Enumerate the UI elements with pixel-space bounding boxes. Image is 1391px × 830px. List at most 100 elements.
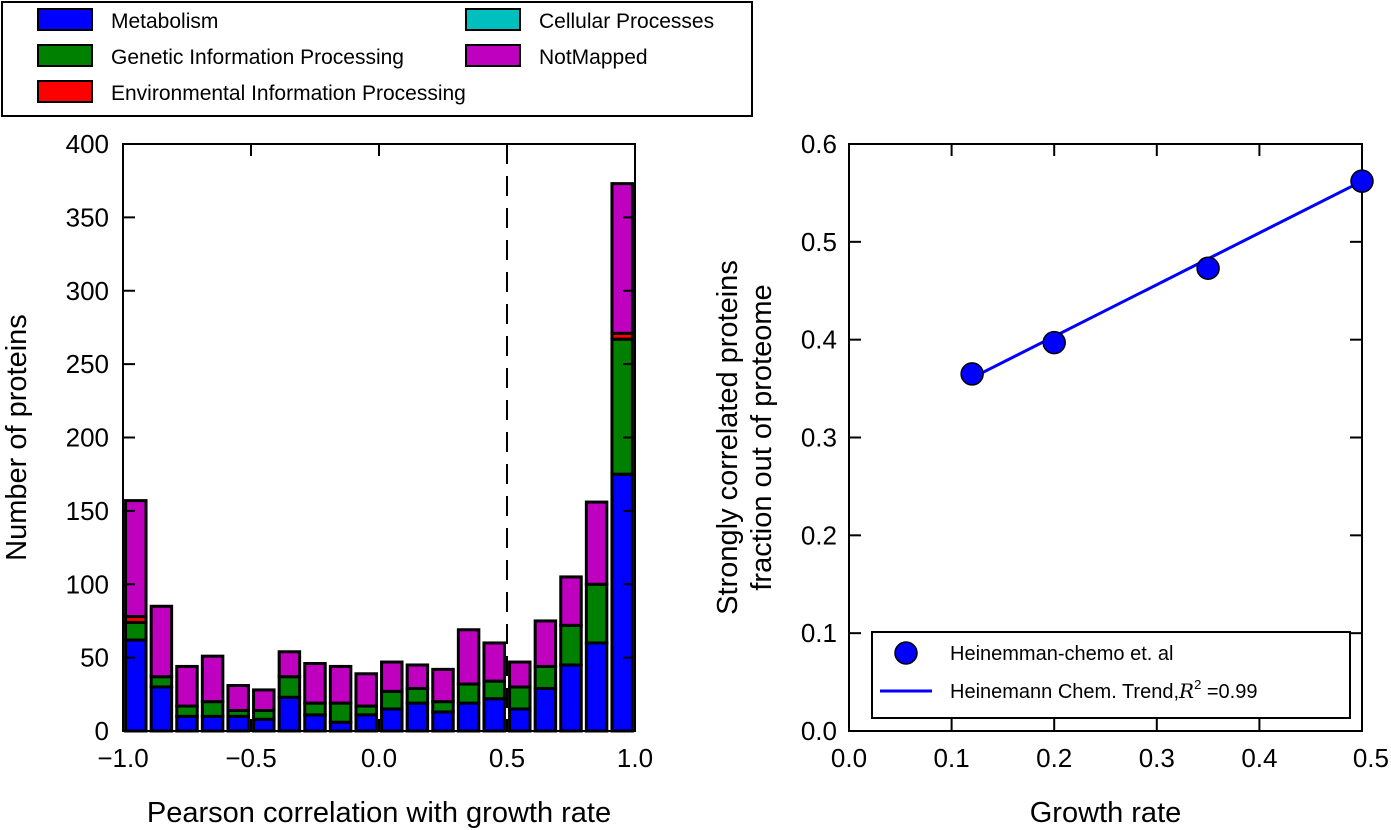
bar-bin-14-series-2 [456, 682, 481, 705]
bar-bin-16-series-2 [508, 685, 532, 711]
r2-value: =0.99 [1201, 681, 1257, 703]
bar-bin-20-series-5 [610, 182, 634, 335]
sc-y-tick-label-2: 0.1 [801, 618, 837, 648]
sc-y-tick-label-3: 0.2 [801, 520, 837, 550]
sc-x-tick-label-3: 0.2 [1036, 743, 1072, 773]
legend-swatch-1 [37, 8, 93, 31]
r2-exponent: 2 [1194, 677, 1201, 692]
hist-x-tick-label-2: −0.5 [225, 743, 276, 773]
scatter-y-axis-label-line-1: Strongly correlated proteins [712, 260, 744, 615]
sc-y-tick-label-4: 0.3 [801, 423, 837, 453]
sc-x-tick-label-1: 0.0 [831, 743, 867, 773]
hist-y-tick-label-3: 100 [66, 569, 109, 599]
sc-x-tick-label-2: 0.1 [934, 743, 970, 773]
bar-bin-15-series-2 [482, 679, 506, 701]
histogram-y-axis-label: Number of proteins [1, 314, 33, 561]
bar-bin-11-series-2 [380, 689, 404, 711]
scatter-point-2 [1042, 330, 1066, 355]
hist-x-tick-label-5: 1.0 [617, 743, 653, 773]
scatter-legend-marker [894, 641, 918, 665]
legend-swatch-3 [37, 80, 93, 103]
bar-bin-1-series-1 [124, 638, 148, 733]
bar-bin-19-series-2 [584, 582, 609, 645]
bar-bin-20-series-2 [610, 337, 634, 476]
histogram-chart: −1.0 −0.5 0.0 0.5 1.0 0 50 100 150 200 250 300 350 40… [1, 129, 653, 829]
bar-bin-2-series-5 [149, 604, 174, 679]
bar-bin-1-series-5 [124, 499, 148, 619]
bar-bin-20-series-1 [610, 472, 634, 733]
bar-bin-12-series-1 [405, 701, 430, 733]
bar-bin-17-series-2 [533, 664, 558, 690]
bar-bin-8-series-2 [303, 701, 327, 717]
legend-label-2: Genetic Information Processing [111, 46, 404, 69]
hist-y-tick-label-4: 150 [66, 496, 109, 526]
bar-bin-11-series-1 [380, 707, 404, 733]
legend-label-4: Cellular Processes [539, 10, 714, 33]
hist-y-tick-label-1: 0 [95, 716, 109, 746]
legend-label-5: NotMapped [539, 46, 648, 69]
bar-bin-18-series-2 [559, 623, 583, 667]
bar-bin-18-series-5 [559, 575, 583, 627]
bar-bin-14-series-1 [456, 701, 481, 733]
scatter-x-axis-label: Growth rate [1030, 797, 1182, 829]
bar-bin-3-series-2 [175, 704, 199, 718]
trend-legend-label: Heinemann Chem. Trend,R2 =0.99 [950, 677, 1257, 703]
bar-bin-13-series-5 [431, 667, 455, 704]
histogram-plot-frame [122, 143, 636, 732]
sc-x-tick-label-5: 0.4 [1241, 743, 1277, 773]
bar-bin-12-series-5 [405, 663, 430, 690]
legend-swatch-5 [465, 44, 521, 67]
legend-swatch-4 [465, 8, 521, 31]
histogram-x-axis-label: Pearson correlation with growth rate [147, 797, 611, 829]
bar-bin-9-series-5 [328, 664, 353, 705]
bar-bin-15-series-1 [482, 697, 506, 733]
bar-bin-8-series-5 [303, 661, 327, 705]
hist-y-tick-label-7: 300 [66, 276, 109, 306]
bar-bin-7-series-2 [277, 675, 302, 699]
scatter-point-4 [1350, 169, 1374, 193]
bar-bin-13-series-2 [431, 700, 455, 714]
trend-legend-prefix: Heinemann Chem. Trend, [950, 681, 1179, 703]
bar-bin-14-series-5 [456, 628, 481, 686]
scatter-points [960, 169, 1374, 386]
legend-label-1: Metabolism [111, 10, 218, 33]
bar-bin-13-series-1 [431, 710, 455, 733]
bar-bin-16-series-1 [508, 707, 532, 733]
bar-bin-7-series-1 [277, 695, 302, 733]
hist-y-tick-label-5: 200 [66, 423, 109, 453]
scatter-chart: 0.0 0.1 0.2 0.3 0.4 0.50.00.10.20.30.40.50.6 … [712, 129, 1389, 829]
bar-bin-7-series-5 [277, 650, 302, 679]
histogram-bars [124, 182, 634, 733]
bar-bin-10-series-5 [354, 672, 378, 708]
bar-bin-1-series-2 [124, 620, 148, 642]
bar-bin-4-series-1 [200, 714, 225, 733]
histogram-axis-ticks: −1.0 −0.5 0.0 0.5 1.0 0 50 100 150 200 250 300 350 40… [66, 129, 653, 773]
hist-x-tick-label-1: −1.0 [97, 743, 148, 773]
bar-bin-17-series-1 [533, 686, 558, 733]
r2-symbol: R [1178, 679, 1194, 703]
sc-y-tick-label-6: 0.5 [801, 227, 837, 257]
bar-bin-18-series-1 [559, 663, 583, 733]
bar-bin-12-series-2 [405, 686, 430, 705]
bar-bin-19-series-5 [584, 500, 609, 586]
scatter-point-3 [1196, 256, 1220, 280]
legend-label-3: Environmental Information Processing [111, 82, 466, 105]
bar-bin-4-series-5 [200, 654, 225, 704]
sc-y-tick-label-1: 0.0 [801, 716, 837, 746]
bar-bin-15-series-5 [482, 641, 506, 683]
sc-y-tick-label-7: 0.6 [801, 129, 837, 159]
scatter-y-axis-label-line-2: fraction out of proteome [746, 284, 778, 590]
trend-line [971, 179, 1363, 380]
bar-bin-19-series-1 [584, 641, 609, 733]
hist-x-tick-label-3: 0.0 [361, 743, 397, 773]
bar-bin-5-series-5 [226, 684, 250, 712]
bar-bin-16-series-5 [508, 660, 532, 689]
scatter-point-1 [960, 362, 984, 386]
bar-bin-3-series-5 [175, 664, 199, 708]
bar-bin-10-series-1 [354, 713, 378, 733]
bar-bin-4-series-2 [200, 700, 225, 718]
bar-bin-8-series-1 [303, 713, 327, 733]
legend-swatch-2 [37, 44, 93, 67]
bar-bin-6-series-1 [252, 717, 276, 733]
